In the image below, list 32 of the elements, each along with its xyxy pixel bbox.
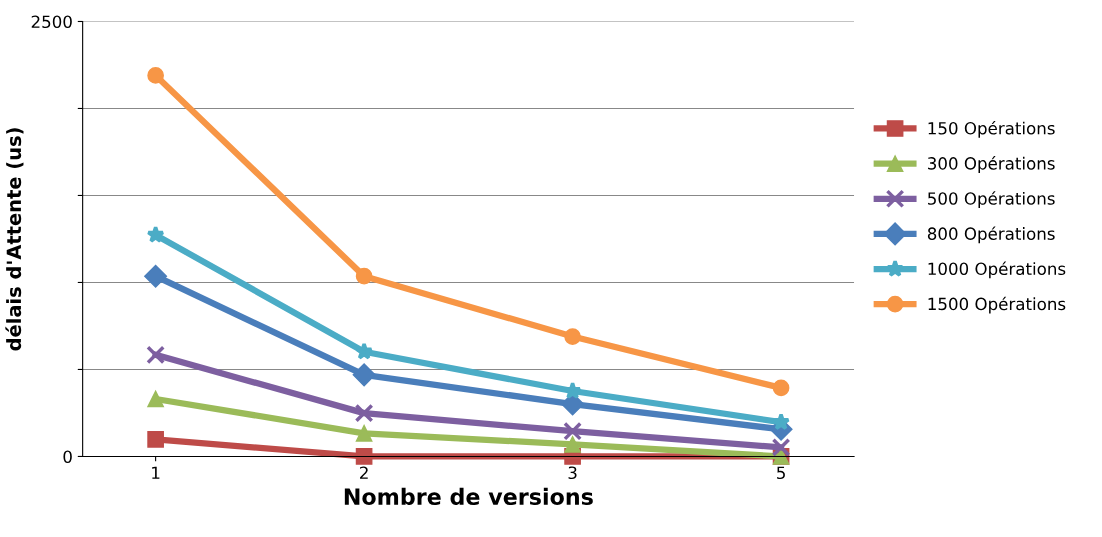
point	[147, 431, 164, 448]
point	[146, 225, 165, 243]
point	[772, 379, 790, 397]
x-tick-label: 5	[777, 466, 785, 480]
point	[564, 328, 581, 345]
point	[771, 438, 791, 457]
point	[355, 424, 373, 442]
point	[772, 412, 791, 431]
x-tick-label: 3	[568, 466, 577, 480]
y-tick-label: 2500	[31, 15, 72, 29]
point	[355, 342, 374, 360]
point	[352, 363, 376, 387]
legend-label: 1000 Opérations	[928, 261, 1066, 279]
point	[564, 436, 581, 453]
point	[147, 67, 164, 84]
legend-label: 800 Opérations	[927, 226, 1055, 244]
point	[144, 264, 168, 288]
legend-label: 500 Opérations	[928, 191, 1055, 209]
x-tick-label: 1	[152, 466, 160, 479]
y-tick-label: 0	[63, 450, 72, 464]
x-tick-label: 2	[360, 466, 368, 479]
legend-label: 300 Opérations	[928, 156, 1055, 173]
point	[355, 267, 373, 285]
point	[354, 403, 374, 423]
legend-label: 1500 Opérations	[928, 296, 1066, 314]
point	[147, 390, 164, 408]
point	[563, 421, 582, 441]
x-axis-title: Nombre de versions	[344, 487, 593, 506]
point	[146, 345, 165, 365]
point	[355, 448, 373, 465]
y-axis-title: délais d'Attente (us)	[5, 128, 24, 351]
legend-label: 150 Opérations	[928, 120, 1055, 138]
